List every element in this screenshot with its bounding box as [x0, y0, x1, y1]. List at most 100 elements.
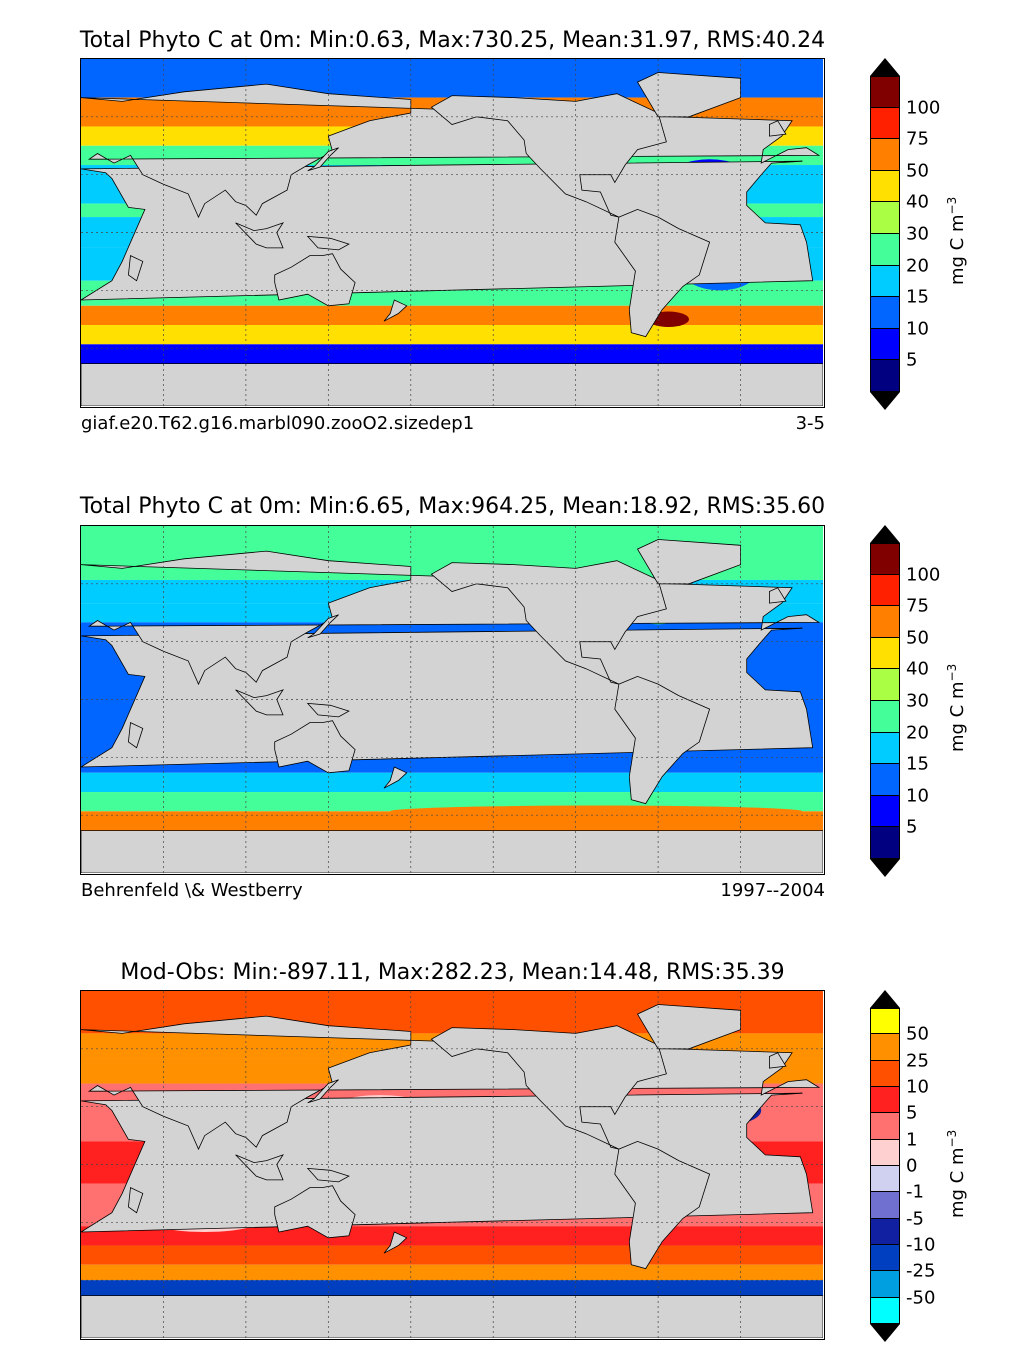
- land-mass: [430, 560, 667, 685]
- colorbar-tick-label: 20: [906, 722, 929, 744]
- colorbar-tick-label: -10: [906, 1234, 936, 1256]
- colorbar-tick-label: 30: [906, 223, 929, 245]
- colorbar-tick-label: -1: [906, 1181, 924, 1203]
- panel-title: Total Phyto C at 0m: Min:0.63, Max:730.2…: [79, 28, 826, 53]
- colorbar-segment: [870, 701, 900, 733]
- map-svg: [81, 59, 823, 406]
- colorbar-tick-label: 40: [906, 191, 929, 213]
- colorbar-tick-label: 50: [906, 627, 929, 649]
- land-mass: [274, 253, 356, 307]
- land-mass: [636, 539, 741, 585]
- colorbar-segment: [870, 265, 900, 298]
- land-mass: [769, 120, 787, 137]
- colorbar-segment: [870, 1113, 900, 1140]
- land-mass: [636, 1004, 741, 1050]
- colorbar-segment: [870, 669, 900, 701]
- land-mass: [769, 1052, 787, 1069]
- land-mass: [769, 587, 787, 604]
- land-mass: [614, 208, 711, 338]
- field-feature: [390, 805, 803, 818]
- colorbar-tick-label: 100: [906, 564, 941, 586]
- colorbar-arrow-low: [870, 1324, 900, 1342]
- colorbar-label-exp: −3: [945, 663, 959, 682]
- land-mass: [306, 1167, 350, 1183]
- colorbar-tick-label: -25: [906, 1260, 936, 1282]
- colorbar-tick-label: 10: [906, 785, 929, 807]
- colorbar-segment: [870, 1245, 900, 1272]
- colorbar: -50 -25 -10 -5 -1 0 1 5 10 25 50: [870, 990, 935, 1342]
- colorbar-segment: [870, 297, 900, 329]
- colorbar-tick-label: 75: [906, 595, 929, 617]
- land-mass: [383, 299, 408, 322]
- land-mass: [306, 235, 350, 251]
- field-band: [81, 305, 823, 326]
- colorbar-segment: [870, 637, 900, 670]
- land-mass: [306, 702, 350, 718]
- land-mass: [383, 766, 408, 789]
- colorbar-tick-label: 15: [906, 753, 929, 775]
- colorbar-segment: [870, 1192, 900, 1219]
- colorbar-tick-label: 50: [906, 160, 929, 182]
- colorbar-tick-label: 5: [906, 1102, 918, 1124]
- field-band: [81, 1245, 823, 1265]
- colorbar-label: mg C m−3: [945, 664, 968, 752]
- colorbar-tick-label: 5: [906, 349, 918, 371]
- colorbar-tick-label: 30: [906, 690, 929, 712]
- map-svg: [81, 991, 823, 1338]
- colorbar-segment: [870, 1034, 900, 1061]
- colorbar-label-exp: −3: [945, 1129, 959, 1148]
- colorbar-segment: [870, 139, 900, 171]
- panel-title: Total Phyto C at 0m: Min:6.65, Max:964.2…: [79, 494, 826, 519]
- colorbar-tick-label: 100: [906, 97, 941, 119]
- colorbar-segment: [870, 1166, 900, 1193]
- colorbar-segment: [870, 795, 900, 828]
- colorbar-label-text: mg C m: [947, 214, 968, 285]
- land-mass: [430, 93, 667, 218]
- colorbar-tick-label: 40: [906, 658, 929, 680]
- caption-left: giaf.e20.T62.g16.marbl090.zooO2.sizedep1: [81, 413, 475, 434]
- colorbar-tick-label: 1: [906, 1129, 918, 1151]
- colorbar-segment: [870, 1008, 900, 1035]
- colorbar: 5 10 15 20 30 40 50 75 100: [870, 525, 940, 877]
- colorbar-label-text: mg C m: [947, 1147, 968, 1218]
- colorbar-arrow-high: [870, 525, 900, 543]
- land-mass: [430, 1025, 667, 1150]
- caption-right: 3-5: [795, 413, 825, 434]
- colorbar-tick-label: 5: [906, 816, 918, 838]
- map-plot: [80, 58, 825, 408]
- colorbar-tick-label: 10: [906, 1076, 929, 1098]
- colorbar-label: mg C m−3: [945, 197, 968, 285]
- field-band: [81, 1264, 823, 1281]
- map-plot: [80, 525, 825, 875]
- colorbar-segment: [870, 360, 900, 392]
- colorbar-arrow-low: [870, 859, 900, 877]
- land-mass: [81, 1295, 823, 1338]
- field-band: [81, 344, 823, 364]
- colorbar-arrow-low: [870, 392, 900, 410]
- colorbar-segment: [870, 202, 900, 234]
- colorbar-segment: [870, 764, 900, 796]
- colorbar-label-exp: −3: [945, 196, 959, 215]
- colorbar-segment: [870, 1139, 900, 1166]
- colorbar-segment: [870, 107, 900, 140]
- panel-title: Mod-Obs: Min:-897.11, Max:282.23, Mean:1…: [120, 960, 785, 985]
- land-mass: [307, 1079, 339, 1104]
- land-mass: [636, 72, 741, 118]
- land-mass: [307, 614, 339, 639]
- colorbar-segment: [870, 170, 900, 203]
- map-plot: [80, 990, 825, 1340]
- colorbar-tick-label: -5: [906, 1208, 924, 1230]
- caption-left: Behrenfeld \& Westberry: [81, 880, 303, 901]
- colorbar-arrow-high: [870, 58, 900, 76]
- colorbar-segment: [870, 1087, 900, 1114]
- colorbar-segment: [870, 827, 900, 859]
- field-band: [81, 772, 823, 793]
- colorbar-label-text: mg C m: [947, 681, 968, 752]
- field-band: [81, 325, 823, 345]
- colorbar-arrow-high: [870, 990, 900, 1008]
- colorbar-tick-label: 20: [906, 255, 929, 277]
- land-mass: [274, 720, 356, 774]
- colorbar-segment: [870, 328, 900, 361]
- land-mass: [274, 1185, 356, 1239]
- colorbar-tick-label: 10: [906, 318, 929, 340]
